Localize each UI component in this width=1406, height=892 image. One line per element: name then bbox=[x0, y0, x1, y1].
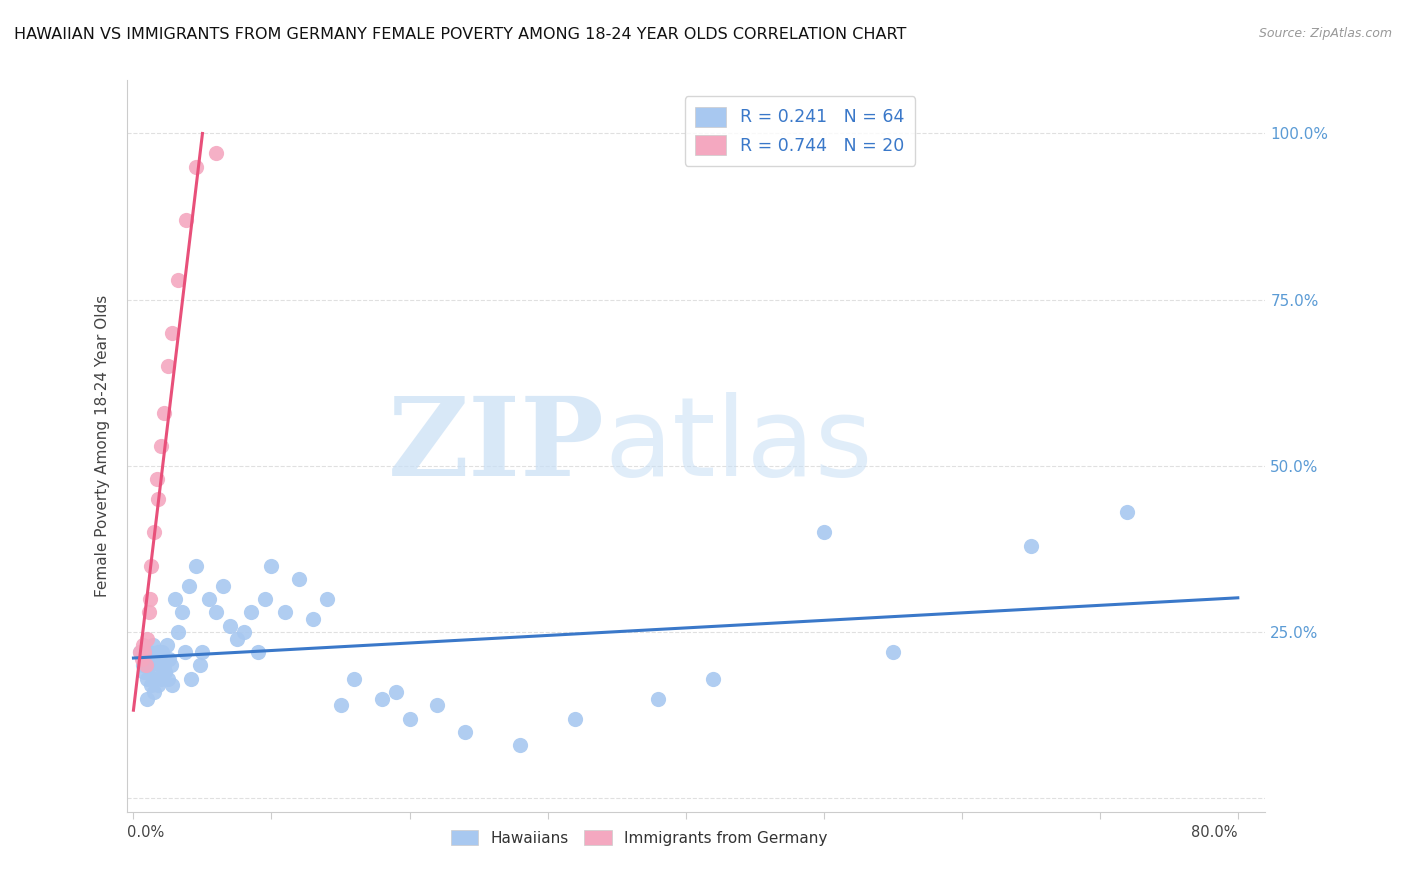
Point bbox=[882, 645, 904, 659]
Point bbox=[150, 672, 173, 686]
Point bbox=[132, 639, 155, 653]
Point bbox=[155, 639, 177, 653]
Point bbox=[288, 572, 311, 586]
Point bbox=[129, 645, 152, 659]
Point bbox=[1116, 506, 1139, 520]
Point bbox=[198, 591, 221, 606]
Point bbox=[205, 605, 228, 619]
Point bbox=[274, 605, 297, 619]
Point bbox=[188, 658, 211, 673]
Point bbox=[148, 645, 170, 659]
Point bbox=[141, 558, 163, 573]
Point bbox=[145, 652, 167, 666]
Text: Source: ZipAtlas.com: Source: ZipAtlas.com bbox=[1258, 27, 1392, 40]
Point bbox=[174, 213, 197, 227]
Point bbox=[454, 725, 477, 739]
Point bbox=[131, 652, 153, 666]
Point bbox=[149, 658, 172, 673]
Text: atlas: atlas bbox=[605, 392, 873, 500]
Point bbox=[173, 645, 195, 659]
Point bbox=[160, 678, 183, 692]
Point bbox=[329, 698, 352, 713]
Point bbox=[146, 665, 169, 679]
Point bbox=[139, 658, 162, 673]
Point bbox=[177, 579, 200, 593]
Point bbox=[426, 698, 449, 713]
Point bbox=[143, 525, 166, 540]
Point bbox=[153, 658, 176, 673]
Point bbox=[219, 618, 242, 632]
Point bbox=[1019, 539, 1042, 553]
Point bbox=[702, 672, 724, 686]
Point bbox=[315, 591, 337, 606]
Point bbox=[135, 652, 157, 666]
Text: HAWAIIAN VS IMMIGRANTS FROM GERMANY FEMALE POVERTY AMONG 18-24 YEAR OLDS CORRELA: HAWAIIAN VS IMMIGRANTS FROM GERMANY FEMA… bbox=[14, 27, 907, 42]
Point bbox=[260, 558, 283, 573]
Point bbox=[156, 359, 179, 374]
Point bbox=[143, 672, 166, 686]
Point bbox=[153, 406, 176, 420]
Text: ZIP: ZIP bbox=[388, 392, 605, 500]
Point bbox=[156, 672, 179, 686]
Point bbox=[153, 665, 176, 679]
Point bbox=[184, 558, 207, 573]
Point bbox=[371, 691, 394, 706]
Point bbox=[141, 678, 163, 692]
Text: 0.0%: 0.0% bbox=[127, 825, 163, 840]
Point bbox=[384, 685, 406, 699]
Point bbox=[212, 579, 235, 593]
Point bbox=[232, 625, 254, 640]
Point bbox=[398, 712, 420, 726]
Point bbox=[564, 712, 586, 726]
Point bbox=[138, 645, 160, 659]
Point bbox=[509, 738, 531, 752]
Point bbox=[134, 645, 156, 659]
Point bbox=[239, 605, 262, 619]
Point bbox=[150, 439, 173, 453]
Point bbox=[246, 645, 269, 659]
Point bbox=[135, 658, 157, 673]
Point bbox=[148, 492, 170, 507]
Point bbox=[159, 658, 181, 673]
Point bbox=[226, 632, 249, 646]
Point bbox=[343, 672, 366, 686]
Point bbox=[143, 685, 166, 699]
Point bbox=[157, 652, 180, 666]
Point bbox=[132, 658, 155, 673]
Legend: Hawaiians, Immigrants from Germany: Hawaiians, Immigrants from Germany bbox=[444, 823, 834, 852]
Point bbox=[184, 160, 207, 174]
Point bbox=[302, 612, 325, 626]
Point bbox=[136, 672, 159, 686]
Point bbox=[152, 645, 174, 659]
Point bbox=[163, 591, 186, 606]
Point bbox=[191, 645, 214, 659]
Point bbox=[253, 591, 276, 606]
Point bbox=[134, 665, 156, 679]
Point bbox=[160, 326, 183, 340]
Point bbox=[138, 605, 160, 619]
Point bbox=[139, 591, 162, 606]
Point bbox=[129, 645, 152, 659]
Point bbox=[813, 525, 835, 540]
Point bbox=[205, 146, 228, 161]
Point bbox=[148, 678, 170, 692]
Point bbox=[146, 472, 169, 486]
Point bbox=[136, 691, 159, 706]
Point bbox=[647, 691, 669, 706]
Point bbox=[166, 273, 188, 287]
Point bbox=[136, 632, 159, 646]
Point bbox=[180, 672, 202, 686]
Point bbox=[142, 639, 165, 653]
Point bbox=[170, 605, 193, 619]
Text: 80.0%: 80.0% bbox=[1191, 825, 1237, 840]
Y-axis label: Female Poverty Among 18-24 Year Olds: Female Poverty Among 18-24 Year Olds bbox=[94, 295, 110, 597]
Point bbox=[166, 625, 188, 640]
